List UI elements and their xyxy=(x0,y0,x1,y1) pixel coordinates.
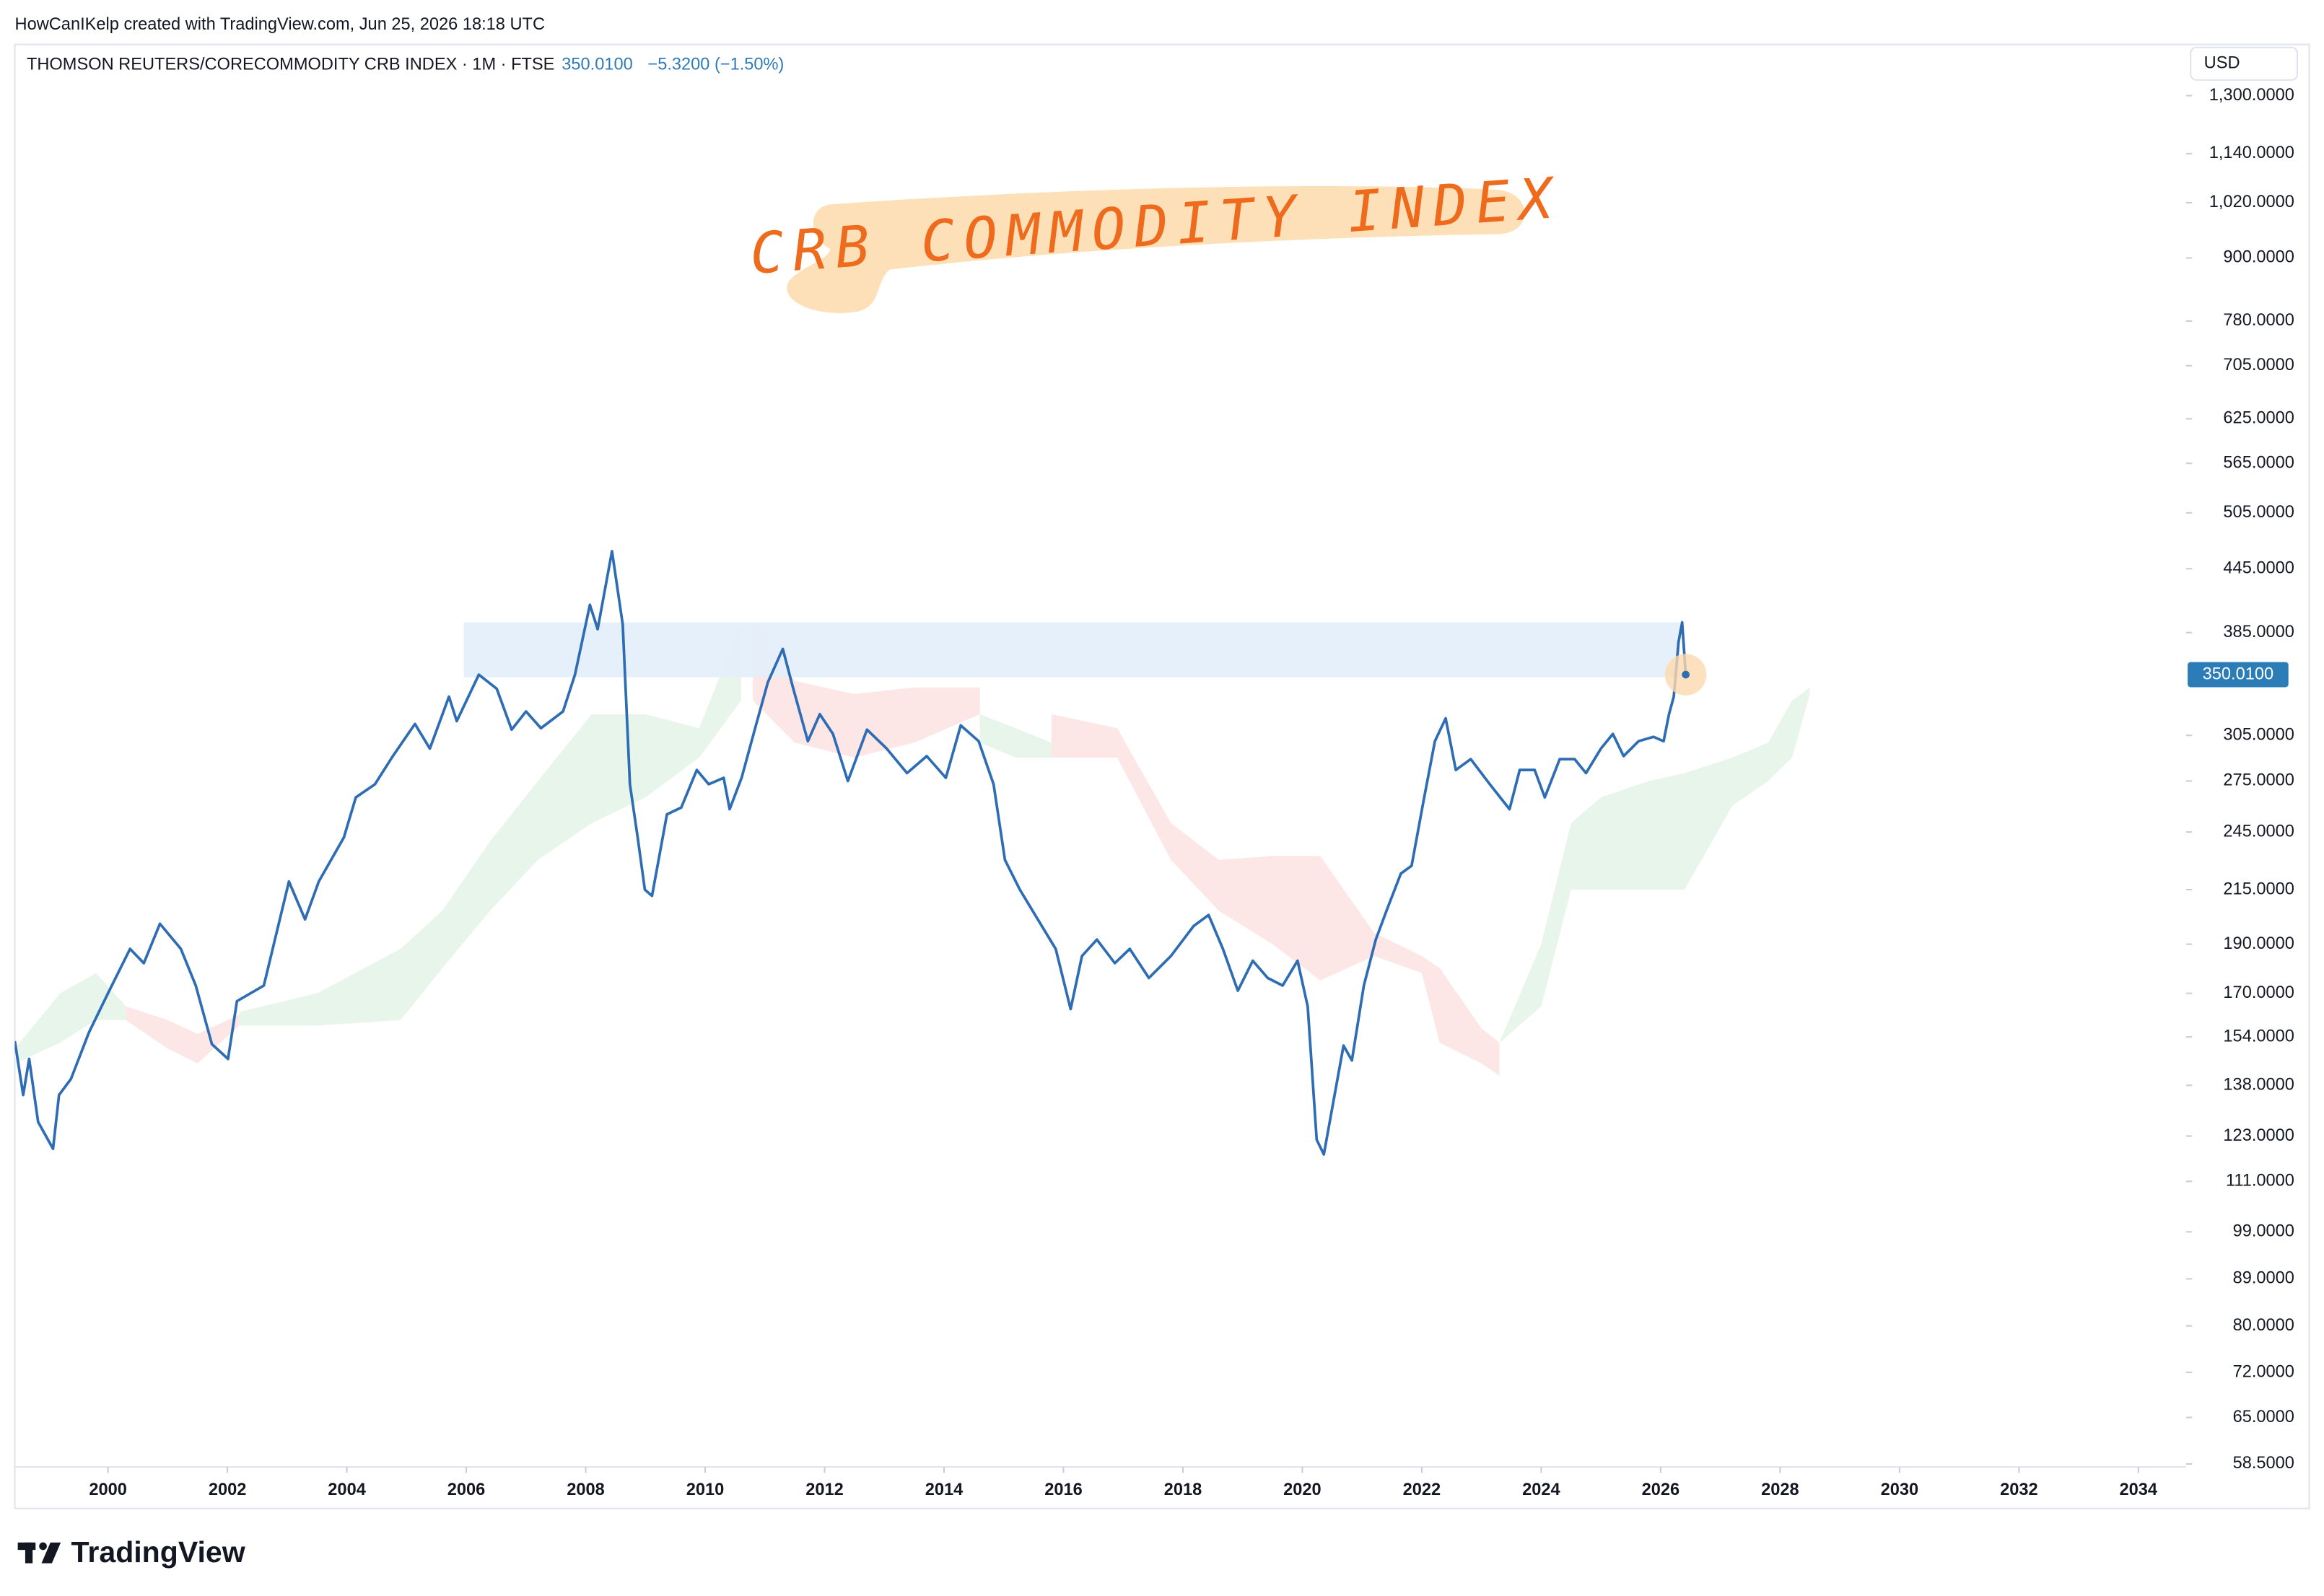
logo-icon xyxy=(25,1542,33,1564)
currency[interactable]: USD xyxy=(2204,54,2240,73)
price-line xyxy=(14,550,1687,1156)
x-tick-label: 2024 xyxy=(1522,1481,1560,1499)
price-tag xyxy=(2188,662,2289,688)
y-tick-label: 780.0000 xyxy=(2223,311,2294,330)
y-tick-label: 72.0000 xyxy=(2233,1362,2294,1381)
y-tick-label: 505.0000 xyxy=(2223,503,2294,522)
x-tick-label: 2002 xyxy=(209,1481,247,1499)
y-tick-label: 123.0000 xyxy=(2223,1126,2294,1145)
zone-box xyxy=(463,622,1680,678)
y-tick-label: 170.0000 xyxy=(2223,983,2294,1002)
y-tick-label: 58.5000 xyxy=(2233,1454,2294,1473)
logo-icon xyxy=(41,1542,61,1564)
y-tick-label: 99.0000 xyxy=(2233,1222,2294,1241)
symbol-title: THOMSON REUTERS/CORECOMMODITY CRB INDEX … xyxy=(27,56,554,74)
plot-area xyxy=(14,550,1810,1156)
y-tick-label: 1,300.0000 xyxy=(2209,86,2294,105)
x-tick-label: 2018 xyxy=(1164,1481,1202,1499)
cloud-area xyxy=(1051,714,1500,1077)
logo-icon xyxy=(39,1542,47,1551)
attribution: HowCanIKelp created with TradingView.com… xyxy=(15,15,545,34)
y-tick-label: 625.0000 xyxy=(2223,409,2294,428)
y-tick-label: 900.0000 xyxy=(2223,248,2294,267)
x-tick-label: 2008 xyxy=(567,1481,605,1499)
x-tick-label: 2012 xyxy=(805,1481,844,1499)
x-tick-label: 2032 xyxy=(2000,1481,2038,1499)
y-tick-label: 65.0000 xyxy=(2233,1408,2294,1426)
x-tick-label: 2030 xyxy=(1881,1481,1919,1499)
cloud-area xyxy=(753,621,980,758)
y-tick-label: 275.0000 xyxy=(2223,771,2294,790)
x-tick-label: 2010 xyxy=(686,1481,725,1499)
y-tick-label: 138.0000 xyxy=(2223,1075,2294,1094)
y-tick-label: 1,140.0000 xyxy=(2209,144,2294,162)
header-change: −5.3200 (−1.50%) xyxy=(647,56,784,74)
x-tick-label: 2022 xyxy=(1403,1481,1441,1499)
x-tick-label: 2020 xyxy=(1283,1481,1322,1499)
price-tag-label: 350.0100 xyxy=(2203,665,2273,683)
currency-box[interactable] xyxy=(2190,46,2299,81)
highlight-brush xyxy=(787,185,1525,313)
x-tick-label: 2006 xyxy=(447,1481,486,1499)
y-tick-label: 111.0000 xyxy=(2226,1172,2294,1191)
y-tick-label: 215.0000 xyxy=(2223,880,2294,898)
y-tick-label: 705.0000 xyxy=(2223,356,2294,374)
y-tick-label: 565.0000 xyxy=(2223,453,2294,472)
last-point xyxy=(1682,670,1690,679)
x-tick-label: 2028 xyxy=(1761,1481,1799,1499)
x-tick-label: 2016 xyxy=(1044,1481,1083,1499)
y-tick-label: 305.0000 xyxy=(2223,725,2294,744)
x-tick-label: 2026 xyxy=(1642,1481,1680,1499)
y-tick-label: 1,020.0000 xyxy=(2209,193,2294,211)
cloud-area xyxy=(979,714,1052,758)
cloud-area xyxy=(239,623,741,1026)
y-tick-label: 245.0000 xyxy=(2223,822,2294,841)
header-price: 350.0100 xyxy=(562,56,632,74)
y-tick-label: 445.0000 xyxy=(2223,558,2294,577)
y-tick-label: 190.0000 xyxy=(2223,934,2294,953)
logo: TradingView xyxy=(17,1535,246,1569)
x-tick-label: 2004 xyxy=(328,1481,366,1499)
x-tick-label: 2000 xyxy=(89,1481,127,1499)
logo-text: TradingView xyxy=(71,1535,246,1569)
x-tick-label: 2014 xyxy=(925,1481,964,1499)
cloud-area xyxy=(126,1006,240,1064)
y-tick-label: 154.0000 xyxy=(2223,1027,2294,1045)
chart-frame xyxy=(14,43,2310,1509)
y-tick-label: 89.0000 xyxy=(2233,1269,2294,1288)
y-tick-label: 385.0000 xyxy=(2223,623,2294,641)
cloud-area xyxy=(1499,687,1810,1043)
x-tick-label: 2034 xyxy=(2120,1481,2158,1499)
y-tick-label: 80.0000 xyxy=(2233,1316,2294,1335)
cloud-area xyxy=(14,973,126,1064)
